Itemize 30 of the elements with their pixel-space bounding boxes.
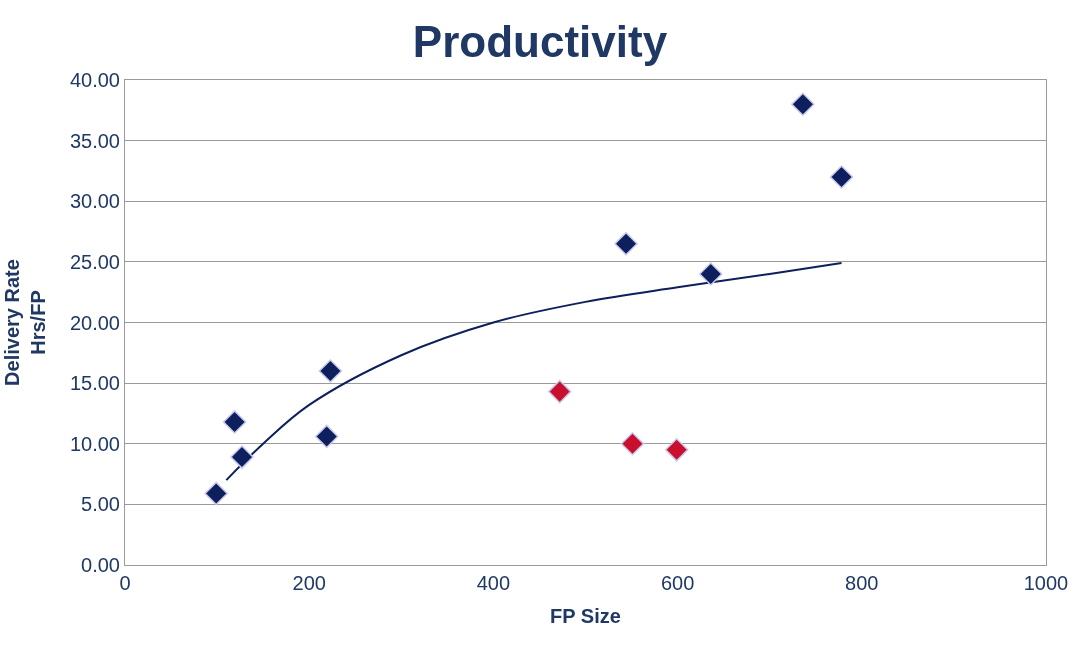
point [547, 379, 572, 404]
x-tick-label: 800 [845, 572, 879, 594]
y-tick-label: 40.00 [69, 69, 120, 91]
point [698, 262, 723, 286]
y-axis-title: Delivery Rate Hrs/FP [1, 259, 50, 386]
x-tick-label: 200 [292, 572, 326, 594]
point [829, 165, 854, 189]
point [664, 438, 689, 462]
point [620, 431, 645, 456]
x-axis-title: FP Size [550, 604, 621, 627]
point [230, 445, 254, 469]
point [314, 424, 339, 449]
y-tick-label: 35.00 [69, 129, 120, 152]
x-tick-label: 400 [476, 572, 511, 594]
y-tick-label: 0.00 [81, 554, 120, 576]
point [614, 231, 638, 256]
point [318, 359, 343, 383]
y-tick-label: 15.00 [69, 372, 120, 395]
point [204, 481, 228, 506]
x-tick-label: 600 [660, 572, 695, 594]
point [791, 92, 815, 117]
x-tick-label: 1000 [1023, 572, 1069, 594]
y-tick-label: 25.00 [69, 250, 120, 273]
x-tick-label: 0 [119, 572, 131, 594]
y-tick-label: 30.00 [69, 190, 120, 213]
y-tick-label: 5.00 [81, 493, 120, 516]
chart-title: Productivity [412, 16, 668, 66]
y-tick-label: 10.00 [69, 432, 120, 455]
point [222, 410, 247, 434]
y-tick-label: 20.00 [69, 311, 120, 334]
